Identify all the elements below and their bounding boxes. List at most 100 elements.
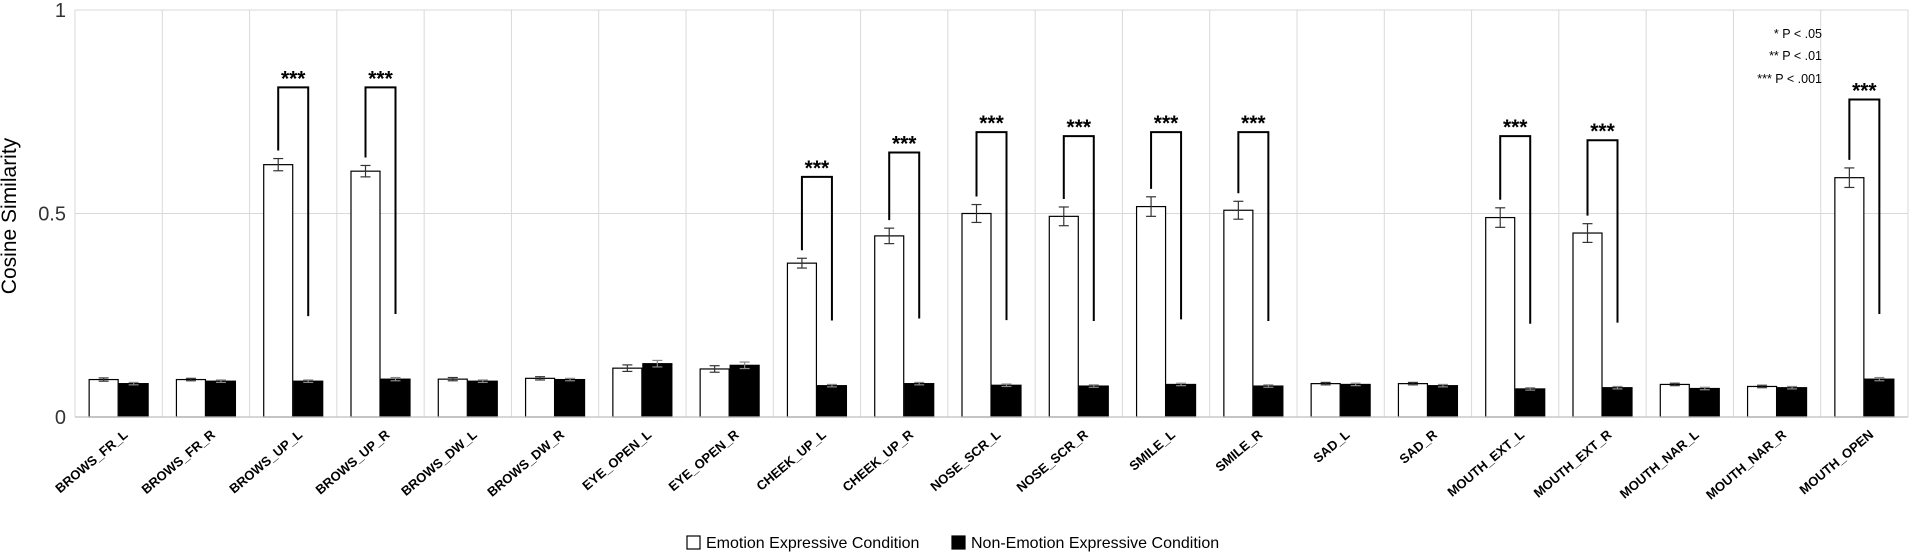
x-tick-label-brows-fr-l: BROWS_FR_L: [52, 427, 130, 496]
bar-non-emotion-mouth-ext-r: [1602, 387, 1633, 418]
error-bar-non-emotion-brows-up-l: [303, 379, 314, 384]
error-bar-emotion-brows-up-l: [273, 157, 284, 172]
y-tick-label-2: 1: [55, 0, 66, 22]
error-bar-emotion-brows-fr-l: [98, 377, 109, 382]
error-bar-emotion-brows-dw-l: [447, 376, 458, 382]
x-tick-label-sad-r: SAD_R: [1396, 426, 1440, 466]
bar-non-emotion-smile-r: [1253, 385, 1284, 418]
x-tick-label-brows-fr-r: BROWS_FR_R: [138, 426, 218, 496]
significance-stars: ***: [281, 67, 306, 90]
error-bar-emotion-nose-scr-r: [1058, 206, 1069, 227]
x-tick-label-mouth-ext-r: MOUTH_EXT_R: [1531, 426, 1615, 500]
y-tick-label-1: 0.5: [38, 204, 66, 226]
significance-stars: ***: [368, 67, 393, 90]
error-bar-emotion-mouth-open: [1844, 167, 1855, 189]
bar-non-emotion-smile-l: [1165, 383, 1197, 418]
significance-stars: ***: [1241, 112, 1266, 135]
significance-stars: ***: [805, 157, 830, 180]
significance-bracket: [1499, 135, 1532, 324]
bar-emotion-brows-fr-l: [88, 378, 119, 418]
bar-emotion-brows-up-r: [350, 170, 381, 418]
significance-mouth-ext-r: ***: [1586, 120, 1619, 323]
bar-non-emotion-brows-dw-r: [554, 378, 586, 418]
bar-non-emotion-cheek-up-r: [904, 383, 935, 418]
error-bar-non-emotion-sad-l: [1350, 382, 1361, 387]
x-tick-label-smile-l: SMILE_L: [1126, 427, 1178, 474]
significance-mouth-ext-l: ***: [1499, 116, 1532, 324]
error-bar-non-emotion-eye-open-r: [739, 361, 750, 370]
bar-non-emotion-eye-open-r: [729, 364, 760, 418]
significance-brows-up-r: ***: [364, 67, 397, 315]
significance-bracket: [1062, 135, 1095, 321]
note-p05: * P < .05: [1774, 27, 1822, 41]
legend-label-emotion: Emotion Expressive Condition: [706, 535, 919, 552]
grid-layer: [74, 9, 1909, 417]
x-tick-label-smile-r: SMILE_R: [1212, 426, 1265, 474]
x-tick-label-nose-scr-r: NOSE_SCR_R: [1014, 426, 1092, 495]
error-bar-emotion-sad-l: [1320, 381, 1331, 386]
significance-stars: ***: [1067, 116, 1092, 139]
x-tick-label-brows-up-l: BROWS_UP_L: [226, 427, 305, 497]
error-bar-non-emotion-brows-fr-l: [128, 381, 139, 386]
note-p01: ** P < .01: [1769, 49, 1822, 63]
bar-non-emotion-mouth-ext-l: [1515, 388, 1546, 418]
x-tick-label-mouth-open: MOUTH_OPEN: [1796, 427, 1876, 497]
error-bar-non-emotion-brows-dw-r: [565, 377, 576, 382]
error-bar-non-emotion-cheek-up-l: [826, 383, 837, 388]
error-bar-emotion-eye-open-r: [709, 365, 720, 373]
bar-non-emotion-brows-up-l: [293, 380, 324, 418]
legend-swatch-non-emotion: [951, 535, 966, 550]
significance-nose-scr-l: ***: [975, 112, 1008, 321]
bar-emotion-smile-l: [1135, 205, 1167, 418]
error-bar-emotion-mouth-ext-r: [1582, 223, 1593, 243]
significance-bracket: [277, 86, 310, 317]
x-tick-label-brows-dw-l: BROWS_DW_L: [398, 427, 480, 499]
bar-emotion-brows-up-l: [263, 164, 294, 418]
x-tick-label-mouth-nar-r: MOUTH_NAR_R: [1703, 426, 1789, 502]
bar-emotion-mouth-ext-l: [1485, 216, 1516, 418]
bar-emotion-eye-open-l: [612, 367, 643, 418]
significance-bracket: [1848, 98, 1881, 315]
significance-bracket: [888, 151, 921, 319]
significance-brows-up-l: ***: [277, 67, 310, 317]
x-tick-label-eye-open-r: EYE_OPEN_R: [666, 426, 743, 494]
bar-emotion-eye-open-r: [699, 368, 730, 418]
significance-smile-r: ***: [1237, 112, 1270, 321]
error-bar-emotion-eye-open-l: [622, 364, 633, 373]
error-bar-non-emotion-brows-dw-l: [477, 379, 488, 384]
bar-emotion-mouth-nar-r: [1746, 385, 1778, 418]
y-axis-title: Cosine Similarity: [0, 137, 21, 294]
error-bar-non-emotion-mouth-ext-r: [1612, 385, 1623, 390]
bar-non-emotion-mouth-nar-r: [1776, 387, 1808, 418]
bar-emotion-cheek-up-r: [874, 235, 905, 418]
bar-non-emotion-sad-r: [1427, 385, 1459, 418]
x-tick-label-sad-l: SAD_L: [1310, 427, 1352, 466]
significance-bracket: [1586, 139, 1619, 323]
x-tick-label-eye-open-l: EYE_OPEN_L: [579, 427, 654, 493]
bar-emotion-mouth-ext-r: [1572, 232, 1603, 418]
significance-stars: ***: [1852, 80, 1877, 103]
significance-note: * P < .05 ** P < .01 *** P < .001: [1757, 27, 1822, 86]
significance-bracket: [1150, 131, 1183, 320]
error-bar-emotion-cheek-up-r: [884, 227, 895, 245]
significance-layer: *** *** *** *** *** *** *** *** *** *** ***: [277, 67, 1881, 324]
note-p001: *** P < .001: [1757, 72, 1822, 86]
significance-stars: ***: [1503, 116, 1528, 139]
legend-swatch-emotion: [686, 535, 701, 550]
error-bar-emotion-smile-l: [1146, 196, 1157, 217]
bar-non-emotion-mouth-nar-l: [1689, 387, 1720, 418]
error-bar-emotion-brows-up-r: [360, 164, 371, 178]
error-bar-emotion-sad-r: [1407, 381, 1418, 386]
error-bar-non-emotion-smile-r: [1263, 384, 1274, 388]
significance-bracket: [1237, 131, 1270, 321]
bar-emotion-brows-dw-r: [524, 377, 556, 418]
legend-label-non-emotion: Non-Emotion Expressive Condition: [971, 535, 1219, 552]
error-bar-emotion-mouth-nar-r: [1757, 384, 1768, 389]
significance-bracket: [364, 86, 397, 315]
bar-emotion-sad-r: [1397, 383, 1429, 418]
x-tick-label-cheek-up-r: CHEEK_UP_R: [840, 426, 917, 494]
bar-non-emotion-brows-fr-r: [205, 380, 237, 418]
error-bar-emotion-nose-scr-l: [971, 203, 982, 224]
significance-mouth-open: ***: [1848, 80, 1881, 315]
significance-smile-l: ***: [1150, 112, 1183, 320]
